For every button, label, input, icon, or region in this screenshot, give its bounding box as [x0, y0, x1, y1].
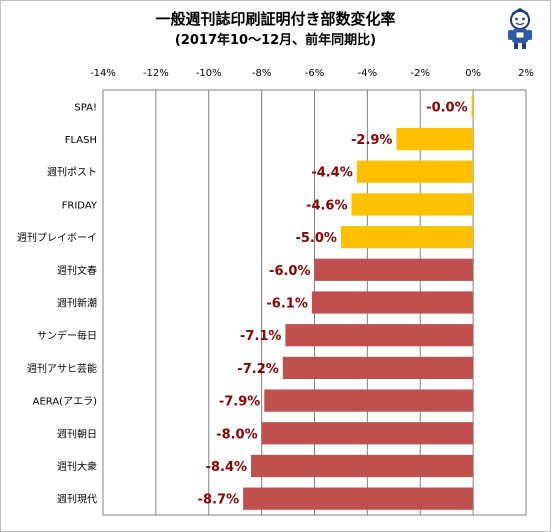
bar	[396, 127, 474, 151]
category-label: 週刊朝日	[57, 428, 97, 440]
category-label: AERA(アエラ)	[33, 396, 97, 408]
x-tick-label: -12%	[143, 68, 169, 79]
x-tick-label: 2%	[518, 68, 534, 79]
category-label: 週刊文春	[57, 264, 97, 277]
data-label: -4.4%	[311, 166, 352, 181]
category-label: サンデー毎日	[37, 329, 97, 342]
category-label: FRIDAY	[62, 200, 98, 211]
data-label: -8.4%	[206, 460, 247, 475]
bar	[351, 193, 474, 216]
category-label: 週刊現代	[57, 494, 97, 506]
bar	[264, 389, 474, 412]
bar	[314, 258, 474, 281]
bar	[311, 291, 474, 314]
category-label: SPA!	[74, 102, 97, 113]
data-label: -8.7%	[198, 493, 239, 508]
x-axis-tick-labels: -14% -12% -10% -8% -6% -4% -2% 0% 2%	[90, 68, 534, 79]
plot-area-border	[102, 89, 527, 516]
data-label: -7.1%	[240, 329, 281, 344]
mascot-icon	[508, 7, 532, 49]
bar	[340, 226, 474, 249]
x-tick-label: -10%	[196, 68, 222, 79]
category-label: 週刊プレイボーイ	[17, 232, 97, 244]
data-label: -5.0%	[295, 231, 336, 246]
x-tick-label: -6%	[305, 68, 324, 79]
x-tick-label: -8%	[252, 68, 271, 79]
data-label: -7.9%	[219, 395, 260, 410]
bar	[471, 95, 474, 118]
data-label: -4.6%	[306, 198, 347, 213]
category-labels: SPA! FLASH 週刊ポスト FRIDAY 週刊プレイボーイ週刊文春週刊新潮サンデー…	[17, 102, 98, 505]
x-tick-label: 0%	[465, 68, 481, 79]
data-label: -2.9%	[351, 133, 392, 148]
bar	[251, 454, 474, 478]
data-label: -6.1%	[266, 297, 307, 312]
bar	[285, 324, 474, 347]
bars	[243, 95, 474, 510]
category-label: 週刊大衆	[57, 460, 97, 473]
data-label: -7.2%	[237, 362, 278, 377]
category-label: 週刊アサヒ芸能	[27, 362, 97, 375]
category-label: 週刊ポスト	[47, 167, 97, 179]
bar	[282, 356, 474, 379]
bar	[356, 160, 474, 183]
chart-subtitle: (2017年10～12月、前年同期比)	[174, 33, 377, 48]
category-label: FLASH	[65, 135, 97, 146]
bar	[261, 422, 474, 445]
chart-title: 一般週刊誌印刷証明付き部数変化率	[155, 10, 396, 28]
x-tick-label: -14%	[90, 68, 116, 79]
data-label: -0.0%	[426, 100, 467, 115]
x-tick-label: -4%	[358, 68, 377, 79]
x-tick-label: -2%	[411, 68, 430, 79]
category-label: 週刊新潮	[57, 297, 97, 310]
data-labels: -0.0% -2.9% -4.4% -4.6% -5.0% -6.0% -6.1% -7.1%…	[198, 100, 468, 507]
data-label: -6.0%	[269, 264, 310, 279]
bar	[243, 487, 474, 510]
data-label: -8.0%	[216, 427, 257, 442]
